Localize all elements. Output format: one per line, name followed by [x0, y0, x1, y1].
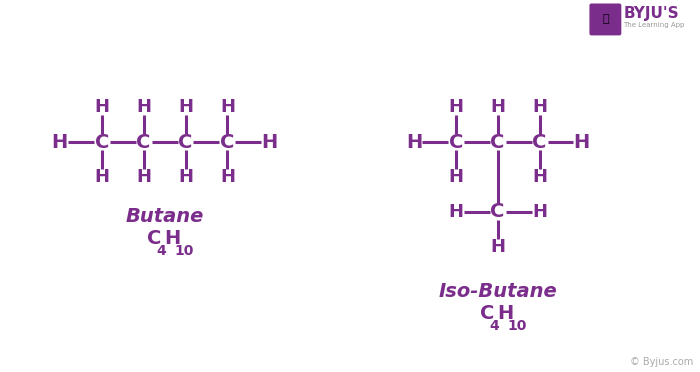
Text: BYJU'S: BYJU'S: [623, 6, 679, 21]
Text: H: H: [448, 203, 463, 221]
Text: H: H: [490, 98, 505, 116]
Text: H: H: [532, 168, 547, 186]
Text: H: H: [136, 168, 151, 186]
Text: 10: 10: [174, 244, 194, 258]
Text: H: H: [573, 132, 589, 152]
Text: H: H: [220, 98, 235, 116]
FancyBboxPatch shape: [589, 3, 622, 35]
Text: 4: 4: [157, 244, 167, 258]
Text: H: H: [164, 230, 181, 248]
Text: The Learning App: The Learning App: [623, 22, 685, 28]
Text: H: H: [448, 168, 463, 186]
Text: H: H: [220, 168, 235, 186]
Text: H: H: [178, 98, 193, 116]
Text: H: H: [136, 98, 151, 116]
Text: H: H: [94, 168, 109, 186]
Text: Iso-Butane: Iso-Butane: [438, 282, 557, 301]
Text: H: H: [532, 203, 547, 221]
Text: © Byjus.com: © Byjus.com: [630, 356, 693, 366]
Text: 4: 4: [490, 319, 499, 333]
Text: 📱: 📱: [602, 15, 609, 25]
Text: C: C: [480, 304, 494, 323]
Text: H: H: [498, 304, 514, 323]
Text: C: C: [220, 132, 234, 152]
Text: 10: 10: [508, 319, 527, 333]
Text: H: H: [94, 98, 109, 116]
Text: H: H: [532, 98, 547, 116]
Text: C: C: [178, 132, 192, 152]
Text: C: C: [491, 202, 505, 221]
Text: H: H: [490, 238, 505, 256]
Text: H: H: [406, 132, 422, 152]
Bar: [589, 0, 698, 38]
Text: C: C: [136, 132, 150, 152]
Text: Butane: Butane: [125, 208, 204, 227]
Text: C: C: [491, 132, 505, 152]
Text: H: H: [178, 168, 193, 186]
Text: H: H: [52, 132, 68, 152]
Text: H: H: [448, 98, 463, 116]
Text: C: C: [533, 132, 547, 152]
Text: C: C: [94, 132, 109, 152]
Text: H: H: [261, 132, 277, 152]
Text: C: C: [146, 230, 161, 248]
Text: C: C: [449, 132, 463, 152]
